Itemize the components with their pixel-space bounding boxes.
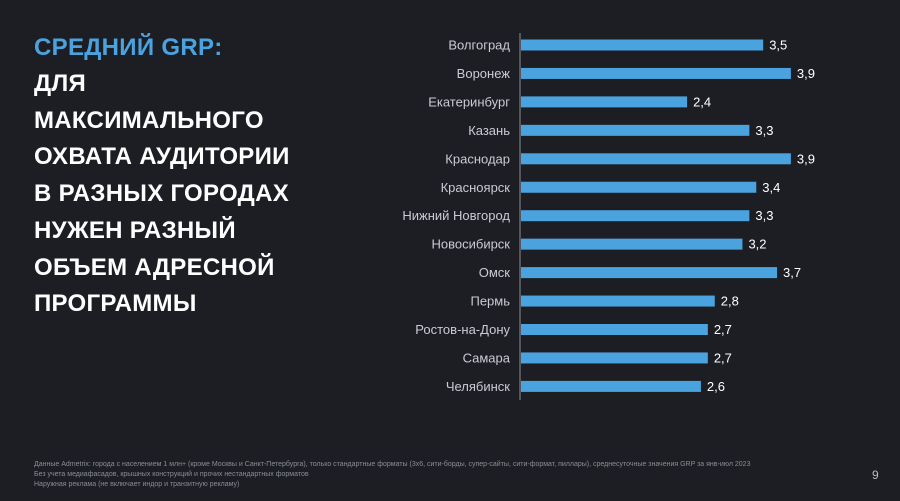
bar-chart: Волгоград 3,5 Воронеж 3,9 Екатеринбург 2,4 Каз… bbox=[402, 33, 815, 400]
data-label: 3,5 bbox=[769, 38, 787, 53]
category-label: Волгоград bbox=[448, 38, 510, 53]
bar bbox=[521, 181, 757, 193]
data-label: 2,8 bbox=[721, 294, 739, 309]
footnote-line: Без учета медиафасадов, крышных конструк… bbox=[34, 471, 309, 478]
headline-line: ОХВАТА АУДИТОРИИ bbox=[34, 143, 290, 171]
headline-line: В РАЗНЫХ ГОРОДАХ bbox=[34, 180, 290, 208]
category-label: Воронеж bbox=[457, 66, 511, 81]
data-label: 2,7 bbox=[714, 350, 732, 365]
headline-accent: СРЕДНИЙ GRP: bbox=[34, 34, 223, 61]
data-label: 2,7 bbox=[714, 322, 732, 337]
data-label: 2,4 bbox=[693, 94, 711, 109]
category-label: Екатеринбург bbox=[428, 94, 510, 109]
category-label: Новосибирск bbox=[432, 237, 511, 252]
page-number: 9 bbox=[872, 468, 879, 482]
headline: СРЕДНИЙ GRP: ДЛЯ МАКСИМАЛЬНОГО ОХВАТА АУ… bbox=[34, 30, 364, 323]
bar bbox=[521, 238, 743, 250]
bar bbox=[521, 324, 708, 335]
category-label: Казань bbox=[468, 123, 510, 138]
bar bbox=[521, 210, 750, 222]
category-label: Пермь bbox=[470, 294, 510, 309]
bar bbox=[521, 295, 715, 307]
data-label: 3,3 bbox=[755, 208, 773, 223]
headline-line: ПРОГРАММЫ bbox=[34, 290, 197, 318]
data-label: 3,2 bbox=[748, 237, 766, 252]
data-label: 3,7 bbox=[783, 265, 801, 280]
bar bbox=[521, 267, 778, 279]
bar bbox=[521, 153, 791, 165]
footnote-line: Данные Admetrix: города с населением 1 м… bbox=[34, 461, 751, 468]
headline-line: ДЛЯ bbox=[34, 70, 87, 97]
footnote: Данные Admetrix: города с населением 1 м… bbox=[34, 460, 854, 490]
category-label: Краснодар bbox=[445, 151, 510, 166]
bar bbox=[521, 39, 764, 51]
bar bbox=[521, 380, 701, 392]
category-label: Нижний Новгород bbox=[402, 208, 510, 223]
category-label: Челябинск bbox=[446, 379, 510, 394]
footnote-line: Наружная реклама (не включает индор и тр… bbox=[34, 481, 240, 488]
headline-line: НУЖЕН РАЗНЫЙ bbox=[34, 216, 236, 244]
data-label: 2,6 bbox=[707, 379, 725, 394]
category-label: Омск bbox=[479, 265, 511, 280]
category-label: Ростов-на-Дону bbox=[415, 322, 510, 337]
category-label: Красноярск bbox=[441, 180, 511, 195]
data-label: 3,9 bbox=[797, 151, 815, 166]
category-label: Самара bbox=[463, 350, 511, 365]
bar bbox=[521, 96, 688, 108]
bar bbox=[521, 124, 750, 136]
headline-line: ОБЪЕМ АДРЕСНОЙ bbox=[34, 253, 275, 281]
headline-line: МАКСИМАЛЬНОГО bbox=[34, 106, 264, 134]
data-label: 3,4 bbox=[762, 180, 780, 195]
data-label: 3,3 bbox=[755, 123, 773, 138]
bar bbox=[521, 352, 708, 364]
bar bbox=[521, 67, 791, 79]
data-label: 3,9 bbox=[797, 66, 815, 81]
